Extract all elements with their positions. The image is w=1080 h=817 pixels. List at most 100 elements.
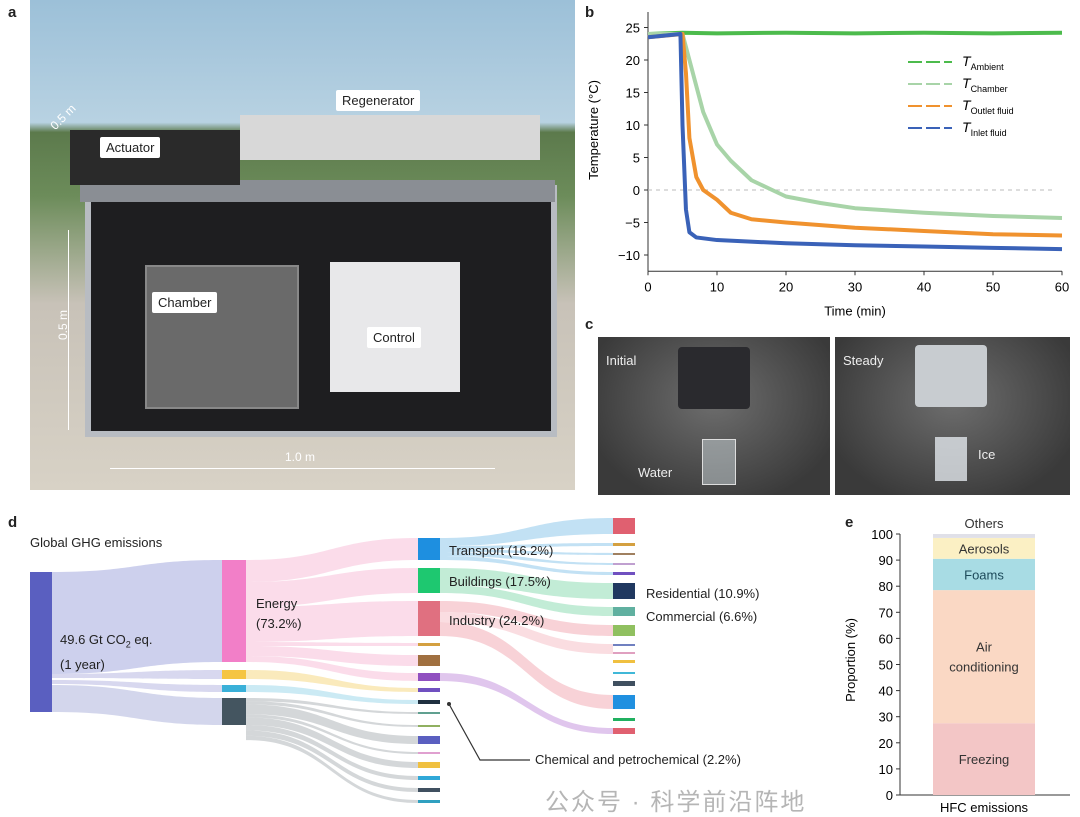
sankey-flow	[440, 518, 613, 546]
prototype-photo: Regenerator Actuator Chamber Control 0.5…	[30, 0, 575, 490]
series-line-inlet-fluid	[647, 32, 1063, 252]
panel-label-c: c	[585, 316, 594, 333]
y-tick-label: −10	[618, 248, 640, 263]
sankey-node	[613, 718, 635, 721]
sankey-flow	[246, 735, 418, 803]
commercial-label: Commercial (6.6%)	[646, 609, 758, 624]
sankey-title: Global GHG emissions	[30, 535, 163, 550]
sankey-node	[418, 673, 440, 681]
hfc-stacked-bar-chart: 0 10 20 30 40 50 60 70 80 90 100 Proportion (%) HFC …	[843, 516, 1070, 814]
sankey-node	[418, 788, 440, 792]
y-tick-label: 80	[879, 579, 893, 594]
y-tick-label: 20	[879, 736, 893, 751]
frosted-heat-exchanger	[915, 345, 987, 407]
y-tick-label: 30	[879, 710, 893, 725]
bar-segment-aerosols	[933, 537, 1035, 559]
x-tick-label: 20	[779, 279, 793, 294]
y-tick-label: 60	[879, 631, 893, 646]
series-line-chamber	[648, 32, 1063, 220]
panel-label-b: b	[585, 4, 595, 21]
photo-initial: Initial Water	[598, 337, 830, 495]
sankey-flow	[440, 568, 613, 599]
bar-segment-label: Foams	[964, 567, 1004, 582]
chemical-label: Chemical and petrochemical (2.2%)	[535, 752, 741, 767]
industry-label: Industry (24.2%)	[449, 613, 545, 628]
chamber-box	[145, 265, 299, 409]
sankey-node	[613, 553, 635, 555]
sankey-node	[613, 728, 635, 734]
sankey-flow	[52, 680, 222, 692]
sankey-node	[613, 543, 635, 546]
bar-segment-others	[933, 534, 1035, 538]
sankey-node	[418, 688, 440, 692]
sankey-node	[613, 644, 635, 646]
sankey-node	[613, 660, 635, 663]
sankey-node	[222, 560, 246, 662]
sankey-flow	[246, 714, 418, 754]
legend-label: TAmbient	[962, 53, 1004, 72]
bar-segment-label: Freezing	[959, 752, 1010, 767]
sankey-node	[613, 583, 635, 599]
series-line-outlet-fluid	[647, 32, 1063, 238]
bar-segment-label: Air	[976, 640, 993, 655]
legend-label: TOutlet fluid	[962, 97, 1014, 116]
label-regenerator: Regenerator	[336, 90, 421, 111]
sankey-flow	[246, 730, 418, 792]
energy-label: Energy (73.2%)	[256, 594, 302, 634]
sankey-node	[418, 736, 440, 744]
sankey-node	[418, 538, 440, 560]
watermark: 公众号 · 科学前沿阵地	[545, 789, 807, 816]
y-tick-label: 5	[633, 151, 640, 166]
height-arrow	[68, 230, 69, 430]
sankey-node	[613, 572, 635, 575]
bar-segment-air-conditioning	[933, 590, 1035, 724]
x-category-label: HFC emissions	[940, 800, 1029, 814]
legend-subscript: Chamber	[971, 84, 1008, 94]
bar-segment-label: Aerosols	[959, 541, 1010, 556]
sankey-flow	[246, 701, 418, 727]
total-line-1: 49.6 Gt CO	[60, 632, 126, 647]
label-actuator: Actuator	[100, 137, 161, 158]
sankey-node	[418, 700, 440, 704]
sankey-flow	[440, 612, 613, 654]
sankey-flow	[246, 642, 418, 646]
label-control: Control	[367, 327, 421, 348]
sankey-flow	[440, 601, 613, 636]
y-tick-label: 0	[633, 183, 640, 198]
total-subscript: 2	[125, 639, 131, 650]
sankey-node	[418, 752, 440, 754]
sankey-node	[613, 681, 635, 686]
sankey-flow	[440, 543, 613, 549]
panel-label-d: d	[8, 514, 18, 531]
sankey-flow	[246, 568, 418, 607]
ice-beaker	[935, 437, 967, 481]
label-chamber: Chamber	[152, 292, 218, 313]
total-line-1-tail: eq.	[130, 632, 153, 647]
legend-subscript: Outlet fluid	[971, 106, 1014, 116]
sankey-flow	[246, 717, 418, 768]
sankey-node	[613, 652, 635, 654]
sankey-flow	[246, 670, 418, 692]
y-tick-label: 100	[871, 527, 893, 542]
state-initial: Initial	[606, 353, 637, 368]
sankey-node	[418, 655, 440, 666]
y-tick-label: 0	[886, 788, 893, 803]
bar-segment-freezing	[933, 723, 1035, 795]
y-tick-label: 25	[626, 21, 640, 36]
buildings-label: Buildings (17.5%)	[449, 574, 551, 589]
sankey-flow	[52, 670, 222, 679]
sankey-flow	[246, 704, 418, 744]
sankey-flow	[246, 725, 418, 780]
x-tick-label: 60	[1055, 279, 1069, 294]
sankey-node	[613, 625, 635, 636]
sankey-node	[418, 800, 440, 803]
residential-label: Residential (10.9%)	[646, 586, 760, 601]
sankey-flow	[440, 549, 613, 555]
y-tick-label: 70	[879, 605, 893, 620]
panel-label-e: e	[845, 514, 854, 531]
tabletop	[80, 180, 555, 202]
sankey-node	[613, 563, 635, 565]
sankey-node	[613, 607, 635, 616]
energy-pct: (73.2%)	[256, 616, 302, 631]
sankey-node	[418, 725, 440, 727]
